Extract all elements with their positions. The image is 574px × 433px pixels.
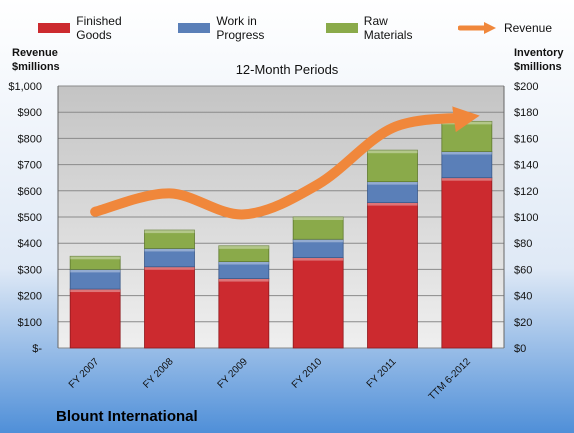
- bar-finished-goods-highlight: [70, 289, 121, 293]
- bar-finished-goods: [367, 202, 418, 349]
- bar-finished-goods-highlight: [441, 177, 492, 181]
- right-tick-label: $200: [514, 81, 538, 93]
- legend: Finished Goods Work in Progress Raw Mate…: [38, 14, 574, 42]
- bar-work-in-progress-highlight: [144, 248, 195, 252]
- legend-swatch-finished-goods: [38, 23, 71, 33]
- bar-raw-materials: [69, 255, 121, 270]
- legend-item-finished-goods: Finished Goods: [38, 14, 156, 42]
- left-tick-label: $600: [18, 186, 42, 198]
- right-tick-label: $160: [514, 133, 538, 145]
- left-tick-label: $400: [18, 238, 42, 250]
- right-axis-title: Inventory $millions: [514, 46, 564, 74]
- left-tick-label: $200: [18, 291, 42, 303]
- bar-work-in-progress-highlight: [218, 261, 269, 265]
- left-tick-label: $500: [18, 212, 42, 224]
- right-axis-title-line2: $millions: [514, 61, 562, 73]
- legend-swatch-work-in-progress: [178, 23, 211, 33]
- legend-label-finished-goods: Finished Goods: [76, 14, 122, 42]
- bar-work-in-progress-highlight: [70, 269, 121, 273]
- right-tick-label: $100: [514, 212, 538, 224]
- line-layer: [90, 106, 480, 220]
- left-tick-label: $700: [18, 160, 42, 172]
- left-tick-label: $100: [18, 317, 42, 329]
- bar-raw-materials-highlight: [293, 217, 344, 220]
- bar-raw-materials-highlight: [218, 245, 269, 249]
- bar-work-in-progress-highlight: [367, 181, 418, 185]
- legend-item-raw-materials: Raw Materials: [325, 14, 436, 42]
- bar-raw-materials-highlight: [144, 230, 195, 234]
- bar-finished-goods: [292, 257, 344, 349]
- chart-title: 12-Month Periods: [235, 62, 339, 77]
- left-axis-title-line2: $millions: [12, 61, 60, 73]
- grid-layer: [57, 85, 505, 349]
- bar-finished-goods: [218, 278, 270, 349]
- bar-finished-goods-highlight: [144, 266, 195, 270]
- legend-label-raw-materials: Raw Materials: [363, 14, 413, 42]
- right-tick-label: $180: [514, 107, 538, 119]
- right-tick-label: $40: [514, 291, 532, 303]
- bar-raw-materials: [292, 216, 344, 240]
- bar-finished-goods: [69, 288, 121, 349]
- legend-swatch-raw-materials: [325, 23, 358, 33]
- bar-finished-goods-highlight: [218, 278, 269, 282]
- right-tick-label: $60: [514, 264, 532, 276]
- left-tick-label: $300: [18, 264, 42, 276]
- bar-work-in-progress: [367, 181, 418, 203]
- legend-label-work-in-progress: Work in Progress: [216, 14, 265, 42]
- right-axis-title-line1: Inventory: [514, 47, 564, 59]
- bar-work-in-progress-highlight: [441, 151, 492, 155]
- right-tick-label: $0: [514, 343, 526, 355]
- left-tick-label: $-: [32, 343, 42, 355]
- legend-arrow-icon: [457, 22, 496, 34]
- right-tick-label: $140: [514, 160, 538, 172]
- bar-work-in-progress-highlight: [293, 239, 344, 243]
- left-tick-label: $800: [18, 133, 42, 145]
- bar-raw-materials-highlight: [70, 256, 121, 260]
- left-axis-title-line1: Revenue: [12, 47, 58, 59]
- left-tick-label: $900: [18, 107, 42, 119]
- left-tick-label: $1,000: [8, 81, 42, 93]
- bar-raw-materials: [441, 120, 493, 152]
- revenue-line: [90, 106, 480, 220]
- bar-raw-materials: [367, 149, 418, 183]
- bar-finished-goods: [441, 177, 493, 349]
- right-tick-label: $80: [514, 238, 532, 250]
- bar-finished-goods-highlight: [367, 202, 418, 206]
- legend-item-revenue: Revenue: [457, 21, 552, 35]
- right-tick-label: $120: [514, 186, 538, 198]
- left-axis-title: Revenue $millions: [12, 46, 60, 74]
- legend-label-revenue: Revenue: [503, 21, 552, 35]
- legend-item-work-in-progress: Work in Progress: [178, 14, 303, 42]
- bar-finished-goods-highlight: [293, 257, 344, 261]
- bar-finished-goods: [144, 266, 195, 349]
- right-tick-label: $20: [514, 317, 532, 329]
- bar-work-in-progress: [441, 151, 493, 179]
- bar-raw-materials-highlight: [367, 150, 418, 154]
- bar-raw-materials: [218, 245, 270, 262]
- bar-layer: [69, 120, 493, 349]
- bar-raw-materials: [144, 229, 195, 249]
- company-name: Blount International: [56, 408, 198, 425]
